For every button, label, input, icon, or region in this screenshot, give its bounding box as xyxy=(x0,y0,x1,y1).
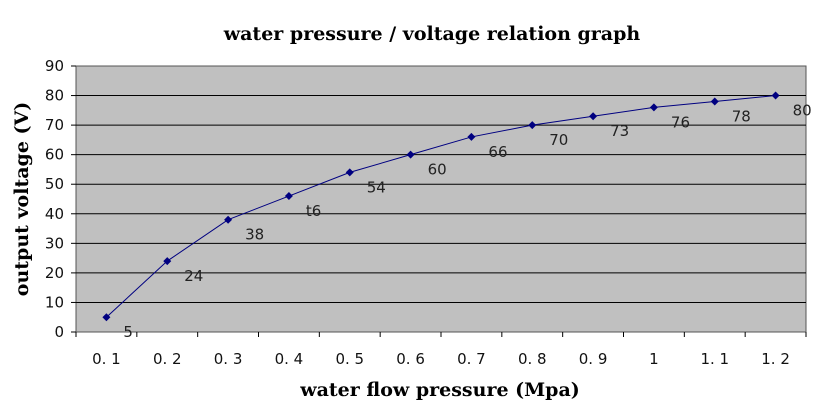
data-point xyxy=(467,132,476,141)
y-tick-label: 60 xyxy=(45,146,64,164)
data-label: 60 xyxy=(428,161,447,179)
data-point xyxy=(710,97,719,106)
data-point xyxy=(528,121,537,130)
x-tick-label: 0. 7 xyxy=(457,350,486,368)
data-label: 73 xyxy=(610,122,629,140)
y-tick-label: 90 xyxy=(45,57,64,75)
x-tick-label: 0. 6 xyxy=(396,350,425,368)
data-point xyxy=(649,103,658,112)
series-group: 5 24 38 t6 54 60 66 70 73 76 78 80 xyxy=(102,91,812,341)
data-point xyxy=(406,150,415,159)
x-tick-label: 0. 4 xyxy=(275,350,304,368)
data-point xyxy=(224,215,233,224)
y-tick-label: 30 xyxy=(45,234,64,252)
x-tick-label: 1. 1 xyxy=(700,350,729,368)
data-label: 38 xyxy=(245,226,264,244)
x-tick-label: 0. 3 xyxy=(214,350,243,368)
y-tick-label: 50 xyxy=(45,175,64,193)
x-tick-label: 0. 2 xyxy=(153,350,182,368)
x-axis-ticks: 0. 1 0. 2 0. 3 0. 4 0. 5 0. 6 0. 7 0. 8 0. 9 1 1. … xyxy=(75,332,807,368)
data-point xyxy=(284,192,293,201)
data-point xyxy=(102,313,111,322)
y-tick-label: 0 xyxy=(54,323,64,341)
data-label: 66 xyxy=(488,143,507,161)
data-label: 54 xyxy=(367,178,386,196)
data-point xyxy=(589,112,598,121)
x-tick-label: 0. 8 xyxy=(518,350,547,368)
data-label: 76 xyxy=(671,113,690,131)
data-label: 70 xyxy=(549,131,568,149)
y-axis-label: output voltage (V) xyxy=(11,102,33,296)
data-label: 24 xyxy=(184,267,203,285)
data-point xyxy=(771,91,780,100)
data-label: 80 xyxy=(793,102,812,120)
data-label: 78 xyxy=(732,107,751,125)
x-axis-label: water flow pressure (Mpa) xyxy=(299,379,580,401)
x-tick-label: 1 xyxy=(649,350,659,368)
y-axis-ticks: 0 10 20 30 40 50 60 70 80 90 xyxy=(45,57,76,341)
y-tick-label: 40 xyxy=(45,205,64,223)
gridlines xyxy=(76,95,806,303)
y-tick-label: 20 xyxy=(45,264,64,282)
data-label: t6 xyxy=(306,202,321,220)
x-tick-label: 0. 9 xyxy=(579,350,608,368)
y-tick-label: 70 xyxy=(45,116,64,134)
x-tick-label: 0. 5 xyxy=(335,350,364,368)
x-tick-label: 1. 2 xyxy=(761,350,790,368)
y-tick-label: 80 xyxy=(45,87,64,105)
y-tick-label: 10 xyxy=(45,293,64,311)
data-point xyxy=(163,257,172,266)
plot-area xyxy=(75,65,807,333)
data-point xyxy=(345,168,354,177)
x-tick-label: 0. 1 xyxy=(92,350,121,368)
series-line xyxy=(106,95,776,318)
data-label: 5 xyxy=(123,323,133,341)
chart-title: water pressure / voltage relation graph xyxy=(223,23,641,45)
